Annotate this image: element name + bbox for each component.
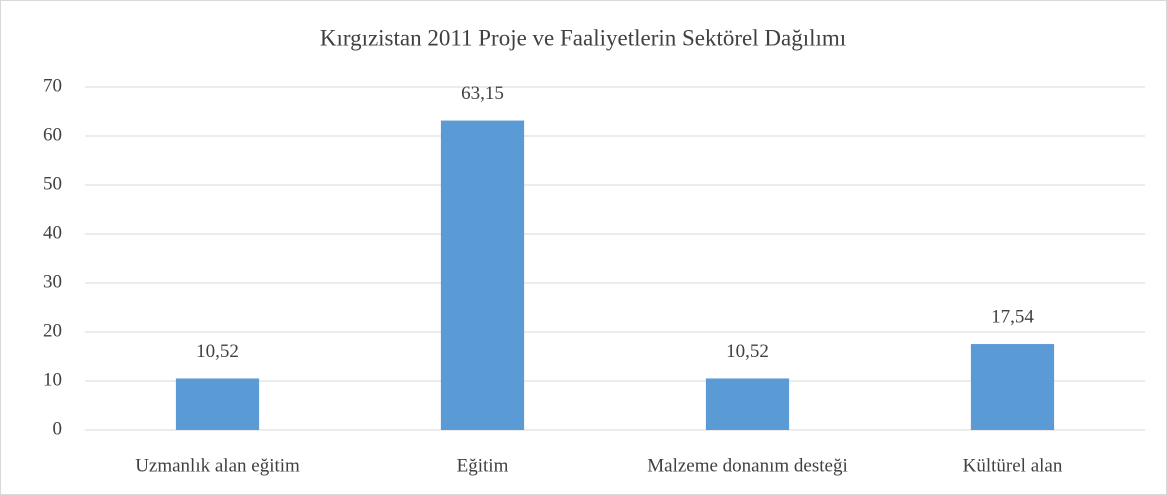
chart-title: Kırgızistan 2011 Proje ve Faaliyetlerin … [320,25,846,50]
x-tick-label: Eğitim [457,455,509,476]
bar [175,378,260,430]
x-tick-label: Uzmanlık alan eğitim [135,455,300,476]
bar [970,344,1055,430]
bar [440,120,525,430]
y-tick-label: 40 [43,222,62,243]
x-tick-label: Kültürel alan [963,455,1063,476]
x-tick-label: Malzeme donanım desteği [647,455,848,476]
y-tick-label: 0 [53,418,63,439]
y-tick-label: 60 [43,124,62,145]
value-label: 17,54 [991,306,1034,327]
y-tick-label: 70 [43,75,62,96]
y-tick-label: 20 [43,320,62,341]
y-tick-label: 10 [43,369,62,390]
y-tick-label: 30 [43,271,62,292]
value-label: 10,52 [726,341,769,362]
bar [705,378,790,430]
value-label: 10,52 [196,341,239,362]
value-label: 63,15 [461,83,504,104]
y-tick-label: 50 [43,173,62,194]
